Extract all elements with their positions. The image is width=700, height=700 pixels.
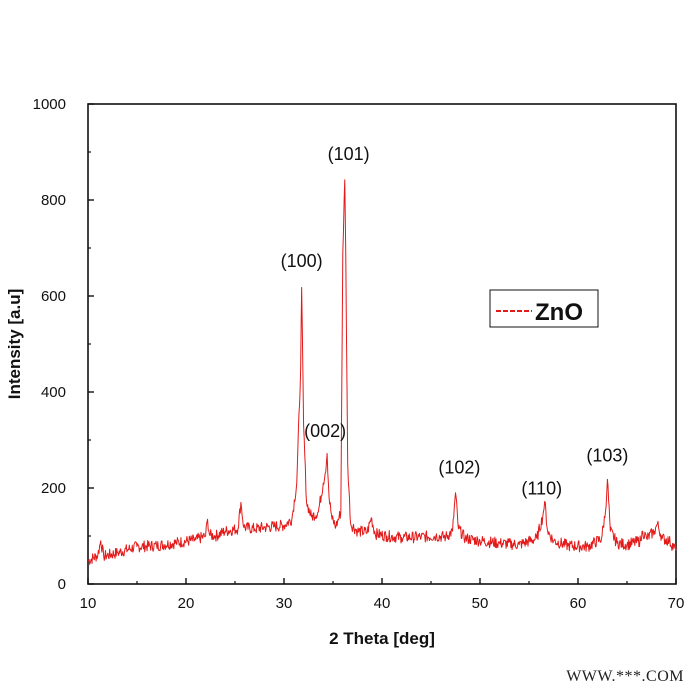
series-line-zno <box>87 179 677 565</box>
y-tick-label: 600 <box>41 288 66 305</box>
x-tick-label: 40 <box>374 595 391 612</box>
y-axis-title: Intensity [a.u] <box>5 289 24 400</box>
x-tick-label: 60 <box>570 595 587 612</box>
x-tick-label: 30 <box>276 595 293 612</box>
peak-label: (102) <box>438 458 480 478</box>
peak-label: (101) <box>328 144 370 164</box>
x-tick-label: 50 <box>472 595 489 612</box>
y-tick-label: 1000 <box>33 96 66 113</box>
y-tick-label: 200 <box>41 480 66 497</box>
peak-annotations: (100) (101) (002) (102) (110) (103) <box>281 144 629 499</box>
legend-label-zno: ZnO <box>535 299 583 326</box>
legend: ZnO <box>489 289 599 328</box>
watermark-text: WWW.***.COM <box>566 668 684 685</box>
peak-label: (100) <box>281 251 323 271</box>
peak-label: (103) <box>586 446 628 466</box>
y-tick-label: 800 <box>41 192 66 209</box>
x-tick-label: 10 <box>80 595 97 612</box>
y-tick-label: 400 <box>41 384 66 401</box>
x-axis-title: 2 Theta [deg] <box>329 629 435 648</box>
plot-frame <box>87 103 677 585</box>
peak-label: (110) <box>521 479 562 499</box>
series-layer <box>87 179 677 565</box>
legend-box <box>489 289 599 328</box>
peak-label: (002) <box>304 421 346 441</box>
axis-ticks: 10 20 30 40 50 60 70 0 200 400 600 800 1000 <box>33 96 685 612</box>
x-tick-label: 20 <box>178 595 195 612</box>
y-tick-label: 0 <box>58 576 66 593</box>
x-tick-label: 70 <box>668 595 685 612</box>
